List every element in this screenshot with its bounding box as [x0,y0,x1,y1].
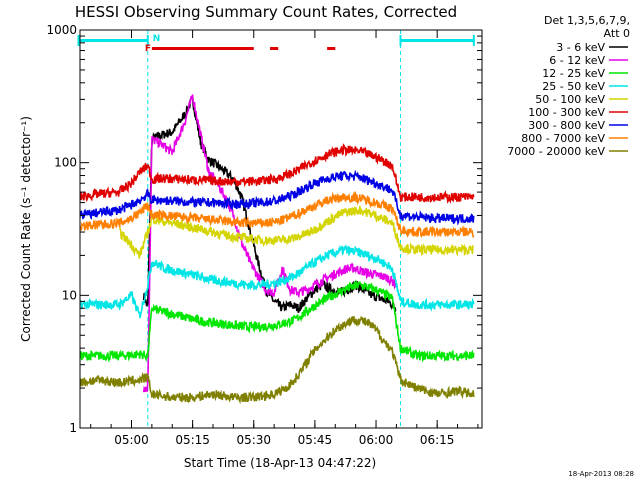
y-axis: 1 10 100 1000 [46,23,482,435]
x-tick-label: 06:15 [420,433,455,447]
x-tick-label: 05:00 [114,433,149,447]
series-line-9 [80,315,475,405]
flag-bars: FN [77,34,475,54]
series-line-6 [80,143,475,204]
x-tick-label: 05:30 [236,433,271,447]
y-tick-label: 100 [54,156,77,170]
legend-header: Det 1,3,5,6,7,9, Att 0 [544,14,630,40]
generated-timestamp: 18-Apr-2013 08:28 [568,470,634,478]
y-tick-label: 1000 [46,23,77,37]
y-tick-label: 10 [62,288,77,302]
series-line-7 [80,169,475,226]
detectors-label: Det 1,3,5,6,7,9, [544,14,630,27]
attenuator-bar-2 [400,39,474,42]
x-tick-label: 06:00 [359,433,394,447]
plot-frame [79,29,483,429]
legend-label: 800 - 7000 keV [521,132,605,145]
legend-label: 300 - 800 keV [528,119,605,132]
series-line-4 [80,243,475,319]
series-line-5 [118,205,474,259]
legend-label: 12 - 25 keV [542,67,605,80]
series-group [80,94,475,405]
plot-area: FN [77,29,483,429]
night-flag-label: N [153,34,161,44]
flare-bar-1 [151,47,254,50]
attenuator-bar-1 [78,39,148,42]
legend-label: 25 - 50 keV [542,80,605,93]
legend-label: 100 - 300 keV [528,106,605,119]
flare-bar-2 [270,47,279,50]
legend-label: 50 - 100 keV [535,93,605,106]
x-tick-label: 05:15 [175,433,210,447]
flare-flag-label: F [145,44,151,54]
attenuator-label: Att 0 [604,27,630,40]
x-axis-label: Start Time (18-Apr-13 04:47:22) [184,456,376,470]
series-line-8 [80,190,475,239]
chart-title: HESSI Observing Summary Count Rates, Cor… [75,3,457,21]
x-axis: 05:00 05:15 05:30 05:45 06:00 06:15 [90,30,479,447]
flare-bar-3 [327,47,336,50]
x-tick-label: 05:45 [298,433,333,447]
legend-label: 3 - 6 keV [556,41,605,54]
series-line-3 [80,279,475,363]
legend-label: 6 - 12 keV [549,54,605,67]
legend-label: 7000 - 20000 keV [507,145,605,158]
y-axis-label: Corrected Count Rate (s⁻¹ detector⁻¹) [19,116,33,342]
y-tick-label: 1 [69,421,77,435]
